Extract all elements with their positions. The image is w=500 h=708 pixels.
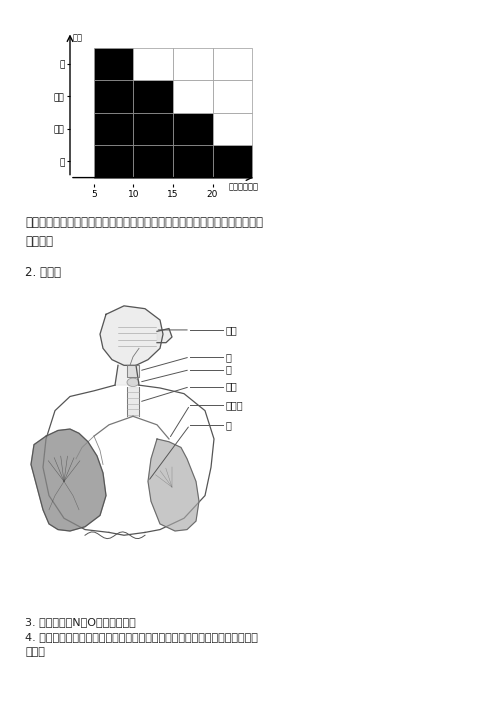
Text: 音越低。: 音越低。 <box>25 235 53 248</box>
Bar <box>173 80 212 113</box>
Bar <box>94 80 134 113</box>
Ellipse shape <box>127 378 139 387</box>
Bar <box>94 48 134 80</box>
Polygon shape <box>157 329 172 343</box>
Polygon shape <box>127 365 139 377</box>
Bar <box>94 145 134 178</box>
Bar <box>94 113 134 145</box>
Text: 4. 明显；幅度大；不明显；幅度小；对比；气球皮；鼓膜；幅度大；强；幅度: 4. 明显；幅度大；不明显；幅度小；对比；气球皮；鼓膜；幅度大；强；幅度 <box>25 632 258 642</box>
Bar <box>134 48 173 80</box>
Bar <box>173 48 212 80</box>
Bar <box>173 113 212 145</box>
Polygon shape <box>100 306 163 365</box>
Text: 气管: 气管 <box>226 382 238 392</box>
Polygon shape <box>148 439 199 531</box>
Bar <box>212 48 252 80</box>
Text: 肺: 肺 <box>226 420 232 430</box>
Polygon shape <box>115 365 139 385</box>
Bar <box>134 80 173 113</box>
Text: 支气管: 支气管 <box>226 400 244 410</box>
Text: 咽: 咽 <box>226 352 232 362</box>
Bar <box>212 145 252 178</box>
Bar <box>212 80 252 113</box>
Text: 小；弱: 小；弱 <box>25 647 45 657</box>
Bar <box>212 113 252 145</box>
Text: 鼻腔: 鼻腔 <box>226 325 238 335</box>
Polygon shape <box>127 387 139 416</box>
Polygon shape <box>31 429 106 531</box>
Bar <box>134 145 173 178</box>
Text: 喉: 喉 <box>226 365 232 375</box>
Text: 物体的振动快慢与音高有关系，物体振动越快，声音越高，物体振动越慢，声: 物体的振动快慢与音高有关系，物体振动越快，声音越高，物体振动越慢，声 <box>25 216 263 229</box>
Text: 2. 如下：: 2. 如下： <box>25 266 61 278</box>
Text: 音高: 音高 <box>72 33 83 42</box>
Bar <box>134 113 173 145</box>
Text: 尺长（厘米）: 尺长（厘米） <box>228 183 258 191</box>
Text: 3. 牛顿；牛；N；O；相平；最大: 3. 牛顿；牛；N；O；相平；最大 <box>25 617 136 627</box>
Bar <box>173 145 212 178</box>
